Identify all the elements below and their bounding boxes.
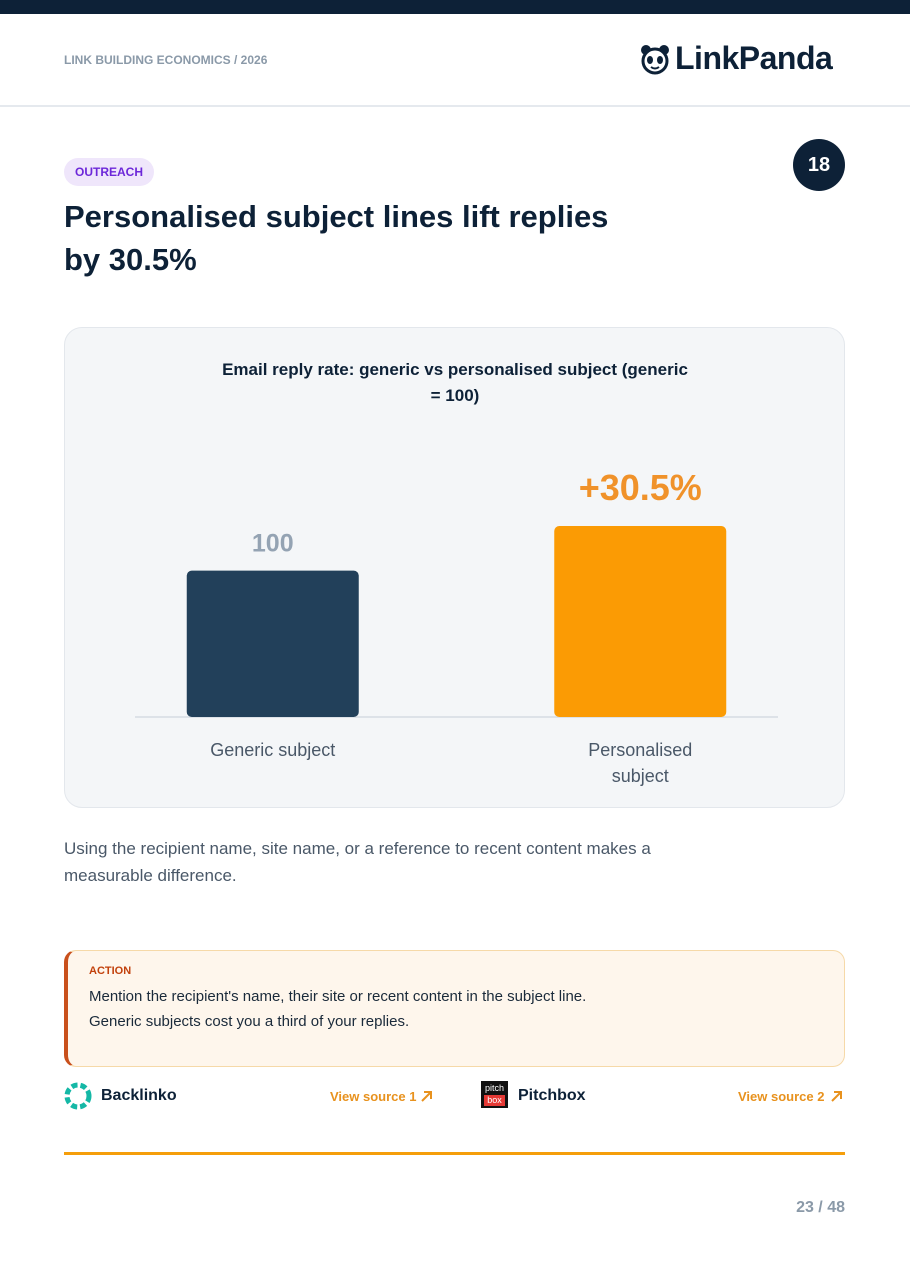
action-line: Mention the recipient's name, their site…: [89, 988, 587, 1005]
category-badge: OUTREACH: [64, 158, 154, 186]
page-title: Personalised subject lines lift replies …: [64, 199, 609, 277]
source-name: Pitchbox: [518, 1087, 586, 1104]
chart: 100 +30.5%: [135, 467, 778, 718]
header-rule: [0, 105, 910, 107]
footer-rule: [64, 1152, 845, 1155]
action-box: ACTION Mention the recipient's name, the…: [64, 950, 845, 1067]
bar: [554, 526, 727, 717]
link-arrow: [421, 1091, 432, 1102]
category-label: Personalised subject: [588, 740, 693, 786]
pitchbox-logo: pitch box: [481, 1081, 508, 1108]
source-name: Backlinko: [101, 1087, 177, 1104]
backlinko-logo: [64, 1082, 92, 1110]
link-arrow: [831, 1091, 842, 1102]
value-label: 100: [252, 530, 294, 558]
page-number: 23 / 48: [796, 1199, 845, 1216]
kicker: LINK BUILDING ECONOMICS / 2026: [64, 53, 268, 67]
top-bar: [0, 0, 910, 14]
bar: [186, 570, 359, 717]
slide-number: 18: [793, 139, 845, 191]
description: Using the recipient name, site name, or …: [64, 839, 651, 885]
category-label: Generic subject: [210, 740, 336, 760]
chart-card: Email reply rate: generic vs personalise…: [64, 327, 845, 808]
source-link[interactable]: View source 1: [330, 1089, 417, 1104]
brand: LinkPanda: [675, 40, 833, 76]
brand-icon: [641, 45, 669, 75]
logo-text: pitch: [484, 1083, 504, 1093]
source-link[interactable]: View source 2: [738, 1089, 825, 1104]
value-label: +30.5%: [579, 467, 702, 508]
logo-text: box: [484, 1095, 505, 1106]
action-line: Generic subjects cost you a third of you…: [89, 1013, 410, 1030]
chart-title: Email reply rate: generic vs personalise…: [222, 360, 688, 405]
action-label: ACTION: [89, 965, 132, 977]
